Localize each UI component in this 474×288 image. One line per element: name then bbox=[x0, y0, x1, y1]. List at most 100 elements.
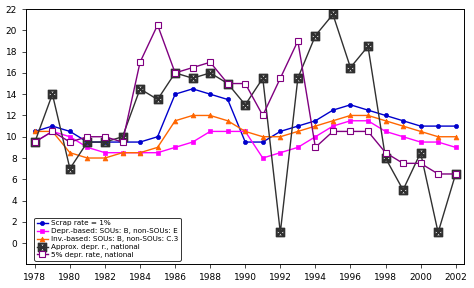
Approx. depr. r., national bbox=[435, 231, 441, 234]
Depr.-based: SOUs: B, non-SOUs: E: (2e+03, 9.5): SOUs: B, non-SOUs: E: (2e+03, 9.5) bbox=[435, 140, 441, 144]
Scrap rate = 1% bbox=[312, 119, 318, 122]
5% depr. rate, national bbox=[312, 146, 318, 149]
Scrap rate = 1% bbox=[225, 98, 230, 101]
Depr.-based: SOUs: B, non-SOUs: E: (1.99e+03, 9.5): SOUs: B, non-SOUs: E: (1.99e+03, 9.5) bbox=[190, 140, 195, 144]
5% depr. rate, national bbox=[260, 114, 265, 117]
Scrap rate = 1% bbox=[84, 140, 90, 144]
Scrap rate = 1% bbox=[119, 140, 125, 144]
Approx. depr. r., national bbox=[242, 103, 248, 107]
Inv.-based: SOUs: B, non-SOUs: C.3: (1.99e+03, 11.5): SOUs: B, non-SOUs: C.3: (1.99e+03, 11.5) bbox=[225, 119, 230, 122]
5% depr. rate, national bbox=[67, 140, 73, 144]
Depr.-based: SOUs: B, non-SOUs: E: (2e+03, 9): SOUs: B, non-SOUs: E: (2e+03, 9) bbox=[453, 146, 458, 149]
Approx. depr. r., national bbox=[295, 77, 301, 80]
5% depr. rate, national bbox=[119, 140, 125, 144]
Line: Inv.-based: SOUs: B, non-SOUs: C.3: Inv.-based: SOUs: B, non-SOUs: C.3 bbox=[32, 113, 458, 160]
Depr.-based: SOUs: B, non-SOUs: E: (2e+03, 9.5): SOUs: B, non-SOUs: E: (2e+03, 9.5) bbox=[418, 140, 423, 144]
Inv.-based: SOUs: B, non-SOUs: C.3: (1.98e+03, 8.5): SOUs: B, non-SOUs: C.3: (1.98e+03, 8.5) bbox=[119, 151, 125, 154]
Inv.-based: SOUs: B, non-SOUs: C.3: (2e+03, 12): SOUs: B, non-SOUs: C.3: (2e+03, 12) bbox=[365, 114, 371, 117]
Approx. depr. r., national bbox=[330, 13, 336, 16]
Depr.-based: SOUs: B, non-SOUs: E: (1.98e+03, 8.5): SOUs: B, non-SOUs: E: (1.98e+03, 8.5) bbox=[102, 151, 108, 154]
Approx. depr. r., national bbox=[418, 151, 423, 154]
5% depr. rate, national bbox=[137, 60, 143, 64]
Approx. depr. r., national bbox=[207, 71, 213, 75]
Scrap rate = 1% bbox=[295, 124, 301, 128]
Depr.-based: SOUs: B, non-SOUs: E: (1.99e+03, 8): SOUs: B, non-SOUs: E: (1.99e+03, 8) bbox=[260, 156, 265, 160]
Inv.-based: SOUs: B, non-SOUs: C.3: (1.98e+03, 9): SOUs: B, non-SOUs: C.3: (1.98e+03, 9) bbox=[155, 146, 160, 149]
5% depr. rate, national bbox=[50, 130, 55, 133]
Scrap rate = 1% bbox=[32, 130, 38, 133]
Approx. depr. r., national bbox=[383, 156, 388, 160]
5% depr. rate, national bbox=[207, 60, 213, 64]
Inv.-based: SOUs: B, non-SOUs: C.3: (1.98e+03, 8.5): SOUs: B, non-SOUs: C.3: (1.98e+03, 8.5) bbox=[137, 151, 143, 154]
Approx. depr. r., national bbox=[84, 140, 90, 144]
Scrap rate = 1% bbox=[418, 124, 423, 128]
5% depr. rate, national bbox=[295, 39, 301, 43]
Line: 5% depr. rate, national: 5% depr. rate, national bbox=[32, 22, 458, 177]
5% depr. rate, national bbox=[190, 66, 195, 69]
Scrap rate = 1% bbox=[137, 140, 143, 144]
Scrap rate = 1% bbox=[155, 135, 160, 139]
Scrap rate = 1% bbox=[365, 108, 371, 112]
Approx. depr. r., national bbox=[67, 167, 73, 170]
Scrap rate = 1% bbox=[330, 108, 336, 112]
Scrap rate = 1% bbox=[207, 92, 213, 96]
Inv.-based: SOUs: B, non-SOUs: C.3: (1.98e+03, 10.5): SOUs: B, non-SOUs: C.3: (1.98e+03, 10.5) bbox=[50, 130, 55, 133]
Depr.-based: SOUs: B, non-SOUs: E: (2e+03, 11.5): SOUs: B, non-SOUs: E: (2e+03, 11.5) bbox=[365, 119, 371, 122]
Approx. depr. r., national bbox=[225, 82, 230, 85]
Scrap rate = 1% bbox=[260, 140, 265, 144]
Depr.-based: SOUs: B, non-SOUs: E: (1.98e+03, 10): SOUs: B, non-SOUs: E: (1.98e+03, 10) bbox=[67, 135, 73, 139]
Scrap rate = 1% bbox=[190, 87, 195, 91]
Approx. depr. r., national bbox=[50, 92, 55, 96]
Inv.-based: SOUs: B, non-SOUs: C.3: (1.98e+03, 8): SOUs: B, non-SOUs: C.3: (1.98e+03, 8) bbox=[84, 156, 90, 160]
5% depr. rate, national bbox=[330, 130, 336, 133]
Inv.-based: SOUs: B, non-SOUs: C.3: (1.99e+03, 10.5): SOUs: B, non-SOUs: C.3: (1.99e+03, 10.5) bbox=[242, 130, 248, 133]
Depr.-based: SOUs: B, non-SOUs: E: (1.98e+03, 8.5): SOUs: B, non-SOUs: E: (1.98e+03, 8.5) bbox=[137, 151, 143, 154]
Scrap rate = 1% bbox=[172, 92, 178, 96]
Depr.-based: SOUs: B, non-SOUs: E: (2e+03, 10.5): SOUs: B, non-SOUs: E: (2e+03, 10.5) bbox=[383, 130, 388, 133]
Inv.-based: SOUs: B, non-SOUs: C.3: (1.99e+03, 10): SOUs: B, non-SOUs: C.3: (1.99e+03, 10) bbox=[260, 135, 265, 139]
5% depr. rate, national bbox=[435, 172, 441, 176]
Scrap rate = 1% bbox=[435, 124, 441, 128]
5% depr. rate, national bbox=[84, 135, 90, 139]
Scrap rate = 1% bbox=[453, 124, 458, 128]
Scrap rate = 1% bbox=[102, 140, 108, 144]
Scrap rate = 1% bbox=[50, 124, 55, 128]
5% depr. rate, national bbox=[347, 130, 353, 133]
Depr.-based: SOUs: B, non-SOUs: E: (1.99e+03, 9): SOUs: B, non-SOUs: E: (1.99e+03, 9) bbox=[172, 146, 178, 149]
5% depr. rate, national bbox=[242, 82, 248, 85]
Inv.-based: SOUs: B, non-SOUs: C.3: (1.99e+03, 10.5): SOUs: B, non-SOUs: C.3: (1.99e+03, 10.5) bbox=[295, 130, 301, 133]
Inv.-based: SOUs: B, non-SOUs: C.3: (2e+03, 10): SOUs: B, non-SOUs: C.3: (2e+03, 10) bbox=[453, 135, 458, 139]
Approx. depr. r., national bbox=[347, 66, 353, 69]
Depr.-based: SOUs: B, non-SOUs: E: (1.99e+03, 10): SOUs: B, non-SOUs: E: (1.99e+03, 10) bbox=[312, 135, 318, 139]
Scrap rate = 1% bbox=[242, 140, 248, 144]
Depr.-based: SOUs: B, non-SOUs: E: (1.99e+03, 10.5): SOUs: B, non-SOUs: E: (1.99e+03, 10.5) bbox=[242, 130, 248, 133]
5% depr. rate, national bbox=[277, 77, 283, 80]
Depr.-based: SOUs: B, non-SOUs: E: (1.98e+03, 8.5): SOUs: B, non-SOUs: E: (1.98e+03, 8.5) bbox=[155, 151, 160, 154]
Inv.-based: SOUs: B, non-SOUs: C.3: (1.99e+03, 12): SOUs: B, non-SOUs: C.3: (1.99e+03, 12) bbox=[207, 114, 213, 117]
5% depr. rate, national bbox=[172, 71, 178, 75]
Inv.-based: SOUs: B, non-SOUs: C.3: (1.99e+03, 11): SOUs: B, non-SOUs: C.3: (1.99e+03, 11) bbox=[312, 124, 318, 128]
Depr.-based: SOUs: B, non-SOUs: E: (1.98e+03, 9.5): SOUs: B, non-SOUs: E: (1.98e+03, 9.5) bbox=[32, 140, 38, 144]
Inv.-based: SOUs: B, non-SOUs: C.3: (2e+03, 10.5): SOUs: B, non-SOUs: C.3: (2e+03, 10.5) bbox=[418, 130, 423, 133]
Line: Depr.-based: SOUs: B, non-SOUs: E: Depr.-based: SOUs: B, non-SOUs: E bbox=[33, 119, 458, 160]
5% depr. rate, national bbox=[400, 162, 406, 165]
Approx. depr. r., national bbox=[102, 140, 108, 144]
5% depr. rate, national bbox=[418, 162, 423, 165]
Approx. depr. r., national bbox=[312, 34, 318, 37]
Inv.-based: SOUs: B, non-SOUs: C.3: (2e+03, 11): SOUs: B, non-SOUs: C.3: (2e+03, 11) bbox=[400, 124, 406, 128]
Approx. depr. r., national bbox=[137, 87, 143, 91]
Approx. depr. r., national bbox=[453, 172, 458, 176]
Approx. depr. r., national bbox=[365, 45, 371, 48]
Scrap rate = 1% bbox=[400, 119, 406, 122]
Approx. depr. r., national bbox=[260, 77, 265, 80]
Depr.-based: SOUs: B, non-SOUs: E: (2e+03, 11.5): SOUs: B, non-SOUs: E: (2e+03, 11.5) bbox=[347, 119, 353, 122]
Scrap rate = 1% bbox=[67, 130, 73, 133]
Inv.-based: SOUs: B, non-SOUs: C.3: (1.98e+03, 10.5): SOUs: B, non-SOUs: C.3: (1.98e+03, 10.5) bbox=[32, 130, 38, 133]
5% depr. rate, national bbox=[102, 135, 108, 139]
Depr.-based: SOUs: B, non-SOUs: E: (2e+03, 10): SOUs: B, non-SOUs: E: (2e+03, 10) bbox=[400, 135, 406, 139]
Depr.-based: SOUs: B, non-SOUs: E: (1.98e+03, 10.5): SOUs: B, non-SOUs: E: (1.98e+03, 10.5) bbox=[50, 130, 55, 133]
5% depr. rate, national bbox=[365, 130, 371, 133]
Scrap rate = 1% bbox=[277, 130, 283, 133]
Depr.-based: SOUs: B, non-SOUs: E: (1.99e+03, 8.5): SOUs: B, non-SOUs: E: (1.99e+03, 8.5) bbox=[277, 151, 283, 154]
5% depr. rate, national bbox=[155, 23, 160, 27]
